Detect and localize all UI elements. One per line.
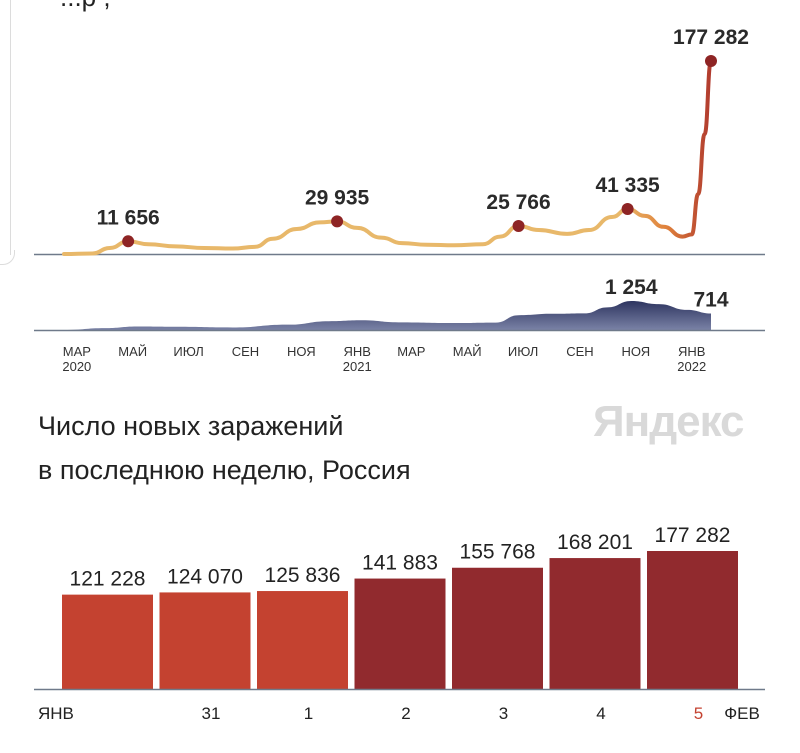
peak-label: 25 766 — [486, 191, 550, 214]
weekly-chart-title: Число новых заражений в последнюю неделю… — [38, 404, 411, 492]
peak-marker — [705, 55, 717, 67]
month-tick-label: ЯНВ — [678, 344, 705, 359]
peak-marker — [331, 215, 344, 228]
partial-title: ...р , — [60, 0, 111, 13]
weekly-bar — [159, 592, 251, 689]
bar-value-label: 168 201 — [557, 531, 633, 554]
bar-tick-label: 4 — [596, 704, 605, 723]
year-tick-label: 2020 — [62, 359, 91, 374]
month-tick-label: НОЯ — [622, 344, 651, 359]
weekly-title-line1: Число новых заражений — [38, 411, 344, 441]
peak-label: 11 656 — [97, 206, 160, 229]
month-tick-label: МАЙ — [118, 344, 147, 359]
bar-value-label: 125 836 — [265, 564, 341, 587]
weekly-title-line2: в последнюю неделю, Россия — [38, 455, 411, 485]
daily-cases-line — [62, 59, 713, 256]
peak-marker — [621, 203, 634, 216]
year-tick-label: 2021 — [343, 359, 372, 374]
month-tick-label: ЯНВ — [344, 344, 371, 359]
weekly-cases-bar-chart: 121 228 124 070 125 836 141 883 155 768 168 2… — [34, 524, 765, 723]
bar-tick-label: ЯНВ — [38, 704, 74, 723]
daily-deaths-area — [64, 301, 711, 330]
weekly-bar — [62, 594, 153, 689]
peak-marker — [122, 235, 135, 248]
bar-value-label: 121 228 — [70, 568, 146, 591]
peak-label: 29 935 — [305, 186, 370, 209]
month-tick-label: МАР — [63, 344, 91, 359]
bar-value-label: 155 768 — [460, 541, 536, 564]
month-tick-label: ИЮЛ — [173, 344, 203, 359]
page-edge-line — [10, 0, 11, 255]
peak-label: 177 282 — [673, 26, 749, 49]
bar-value-label: 177 282 — [655, 524, 731, 547]
peak-label: 41 335 — [595, 174, 660, 197]
peak-marker — [512, 219, 525, 232]
deaths-label: 1 254 — [605, 276, 658, 299]
yandex-watermark: Яндекс — [593, 397, 745, 446]
month-tick-label: НОЯ — [287, 344, 316, 359]
weekly-bar — [647, 551, 738, 689]
month-tick-label: СЕН — [566, 344, 593, 359]
bar-tick-label: 31 — [202, 704, 221, 723]
month-tick-label: ИЮЛ — [508, 344, 538, 359]
bar-tick-label: 5 — [694, 704, 703, 723]
bar-tick-label: 2 — [401, 704, 410, 723]
bar-value-label: 124 070 — [167, 565, 243, 588]
bar-value-label: 141 883 — [362, 552, 438, 575]
month-tick-label: МАР — [397, 344, 425, 359]
weekly-bar — [257, 591, 348, 689]
weekly-bar — [549, 558, 641, 689]
bar-tick-label: 1 — [304, 704, 313, 723]
deaths-label: 714 — [693, 288, 728, 311]
weekly-bar — [354, 578, 446, 689]
weekly-bar — [452, 567, 543, 689]
bar-tick-label: ФЕВ — [724, 704, 760, 723]
bar-tick-label: 3 — [499, 704, 508, 723]
month-tick-label: МАЙ — [453, 344, 482, 359]
daily-deaths-area-chart: 1 254 714 — [34, 276, 765, 332]
year-tick-label: 2022 — [677, 359, 706, 374]
daily-cases-line-chart: 11 656 29 935 25 766 41 335 177 282 — [34, 26, 765, 256]
month-tick-label: СЕН — [232, 344, 259, 359]
